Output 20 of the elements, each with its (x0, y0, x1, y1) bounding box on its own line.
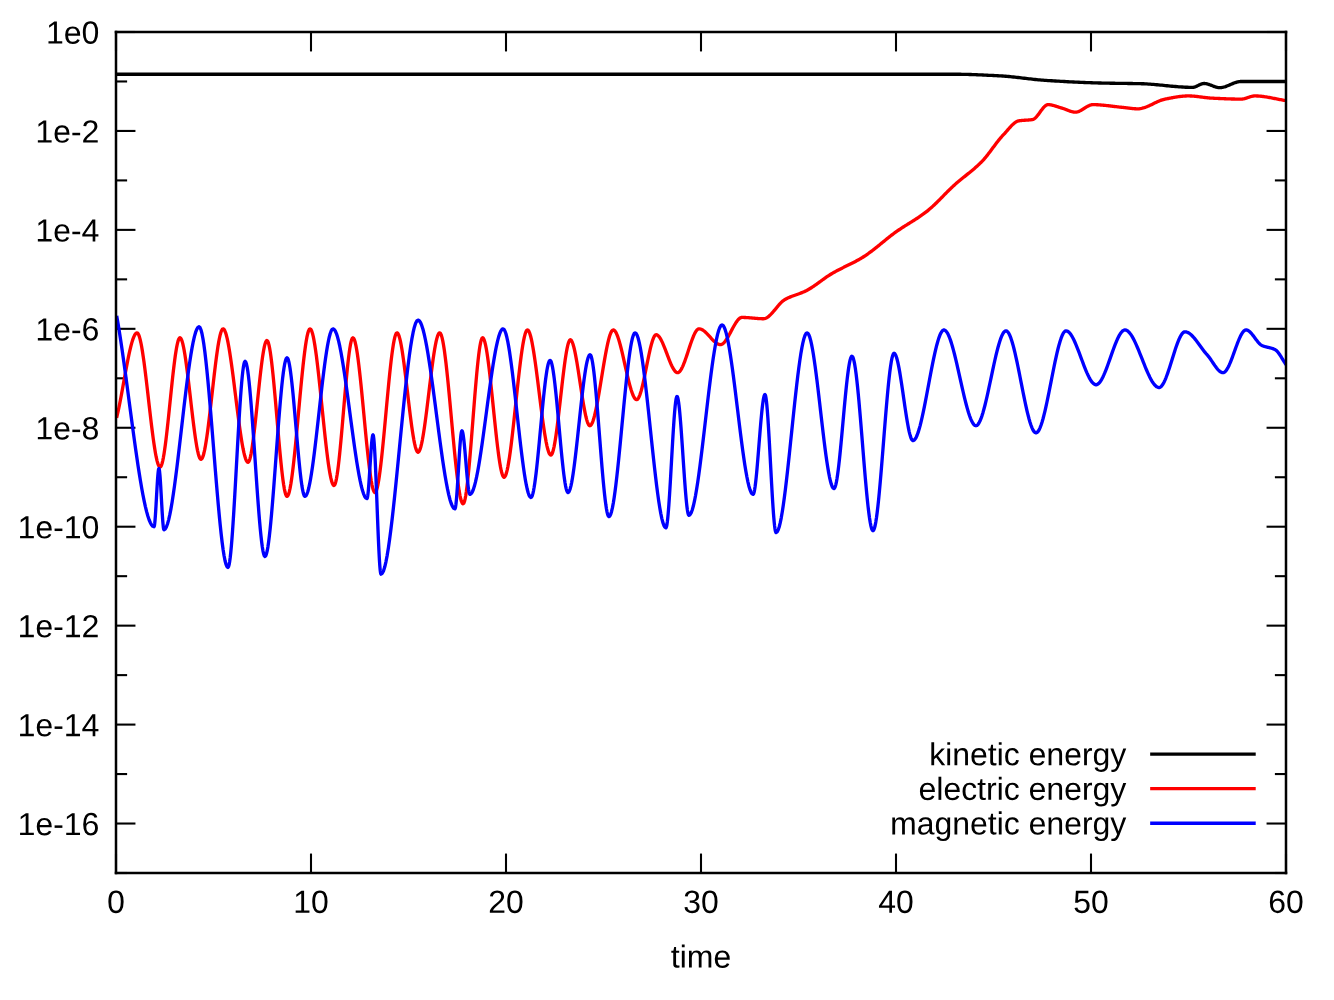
legend-label: magnetic energy (892, 811, 1127, 842)
y-tick-label: 1e-14 (20, 714, 99, 737)
y-tick-label: 1e-10 (20, 515, 99, 539)
legend-label: electric energy (919, 776, 1127, 807)
y-tick-label: 1e0 (48, 21, 99, 44)
x-tick-label: 0 (108, 890, 124, 914)
x-tick-label: 60 (1269, 890, 1303, 914)
x-tick-label: 30 (684, 890, 718, 914)
x-tick-label: 10 (295, 890, 328, 914)
y-tick-label: 1e-6 (37, 318, 98, 341)
y-tick-label: 1e-8 (37, 417, 98, 440)
x-tick-label: 40 (878, 890, 913, 914)
y-tick-label: 1e-2 (37, 120, 98, 143)
y-tick-label: 1e-16 (20, 812, 98, 836)
y-tick-label: 1e-4 (37, 219, 99, 242)
x-tick-label: 50 (1074, 890, 1108, 914)
y-tick-label: 1e-12 (20, 614, 98, 638)
x-axis-title: time (671, 944, 730, 968)
legend-label: kinetic energy (931, 742, 1127, 772)
x-tick-label: 20 (489, 890, 523, 914)
